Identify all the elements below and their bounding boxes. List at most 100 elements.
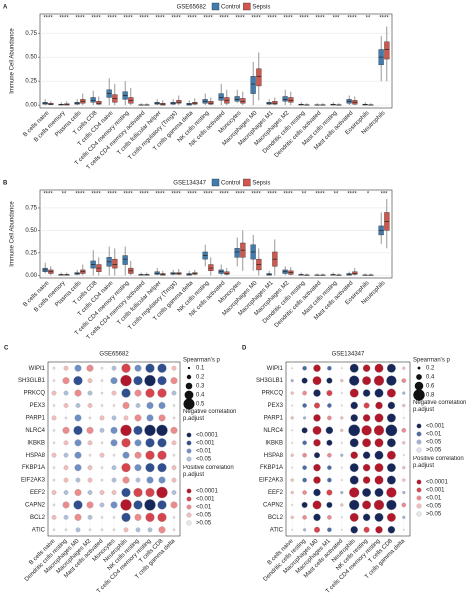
- dot: [374, 363, 384, 373]
- box: [250, 76, 256, 94]
- dot: [326, 439, 333, 446]
- dot: [134, 364, 142, 372]
- significance-label: *: [367, 192, 370, 198]
- significance-label: ****: [283, 16, 293, 22]
- dot: [52, 404, 56, 407]
- dot: [133, 425, 143, 435]
- dot: [302, 490, 307, 495]
- plot-area: [39, 13, 393, 109]
- dot: [303, 528, 307, 532]
- significance-label: ****: [91, 192, 101, 198]
- significance-label: ****: [347, 16, 357, 22]
- dot: [302, 477, 307, 483]
- y-tick-label: 0.25: [25, 250, 37, 256]
- dot: [157, 438, 167, 448]
- dot: [374, 388, 384, 398]
- dot: [386, 450, 396, 460]
- dot: [52, 441, 56, 445]
- dot: [374, 438, 384, 448]
- dot: [62, 377, 70, 385]
- dot: [134, 414, 142, 422]
- box: [96, 101, 102, 105]
- significance-label: ****: [155, 16, 165, 22]
- dot: [111, 477, 117, 483]
- dot: [327, 403, 332, 408]
- dot: [134, 464, 142, 472]
- gene-label: BCL2: [30, 515, 46, 521]
- dot: [121, 463, 131, 473]
- significance-label: ****: [235, 192, 245, 198]
- dot: [362, 376, 372, 386]
- dot: [313, 389, 321, 397]
- dot: [63, 403, 69, 408]
- size-legend-key: [413, 389, 425, 401]
- dot: [402, 515, 406, 519]
- dot: [86, 501, 94, 509]
- dot: [110, 501, 118, 509]
- legend-key: [416, 495, 422, 501]
- significance-label: ***: [332, 16, 340, 22]
- legend-title: Negative correlation p.adjust: [183, 409, 237, 422]
- dot: [340, 441, 343, 444]
- dot: [340, 367, 343, 370]
- significance-label: ****: [315, 16, 325, 22]
- legend-label: <0.05: [426, 440, 442, 446]
- box: [282, 96, 288, 102]
- dot: [362, 451, 371, 459]
- dot: [145, 438, 155, 448]
- dot: [87, 440, 93, 446]
- dot: [100, 366, 104, 370]
- legend-label: <0.01: [196, 505, 212, 511]
- box: [90, 97, 96, 103]
- y-tick-label: 0.25: [25, 79, 37, 85]
- legend-title-box: Negative correlation p.adjust: [413, 400, 466, 413]
- chart-title: GSE134347: [332, 352, 365, 358]
- dot: [340, 428, 344, 432]
- dot: [112, 516, 116, 519]
- legend-label: <0.0001: [196, 489, 219, 495]
- legend-title: Positive correlation p.adjust: [413, 456, 464, 469]
- dot: [122, 476, 130, 484]
- dot: [362, 513, 371, 522]
- dot: [373, 425, 385, 436]
- dot: [146, 402, 154, 409]
- dot: [74, 513, 82, 521]
- dot: [121, 363, 131, 373]
- dot: [326, 390, 333, 397]
- dot: [52, 466, 56, 469]
- dot: [170, 377, 178, 385]
- dot: [64, 416, 68, 420]
- gene-label: CAPN2: [25, 503, 46, 509]
- legend-key: [186, 440, 192, 446]
- gene-label: EIF2AK3: [21, 478, 46, 484]
- dot: [121, 487, 131, 498]
- gene-label: SH3GLB1: [256, 378, 284, 384]
- dot: [51, 390, 57, 396]
- dot: [145, 450, 155, 460]
- dot: [171, 440, 177, 446]
- dot: [386, 512, 396, 522]
- dot: [402, 466, 406, 470]
- dot: [74, 464, 82, 472]
- dot: [52, 429, 56, 432]
- dot: [303, 416, 307, 420]
- dot: [350, 526, 358, 534]
- dot: [63, 452, 69, 458]
- dot: [87, 514, 93, 520]
- significance-label: ****: [203, 16, 213, 22]
- size-legend-label: 0.2: [196, 375, 205, 381]
- dot: [340, 516, 343, 519]
- legend-key: [416, 503, 422, 509]
- dot: [290, 416, 294, 420]
- gene-label: EIF2AK3: [259, 478, 284, 484]
- dot: [362, 488, 372, 497]
- dot: [52, 366, 56, 370]
- legend-key: [186, 488, 192, 494]
- dot: [302, 403, 307, 408]
- significance-label: ****: [219, 16, 229, 22]
- dot: [301, 501, 308, 508]
- dot: [123, 527, 129, 533]
- dot: [120, 424, 132, 437]
- dot: [156, 486, 168, 499]
- gene-label: FKBP1A: [22, 465, 45, 471]
